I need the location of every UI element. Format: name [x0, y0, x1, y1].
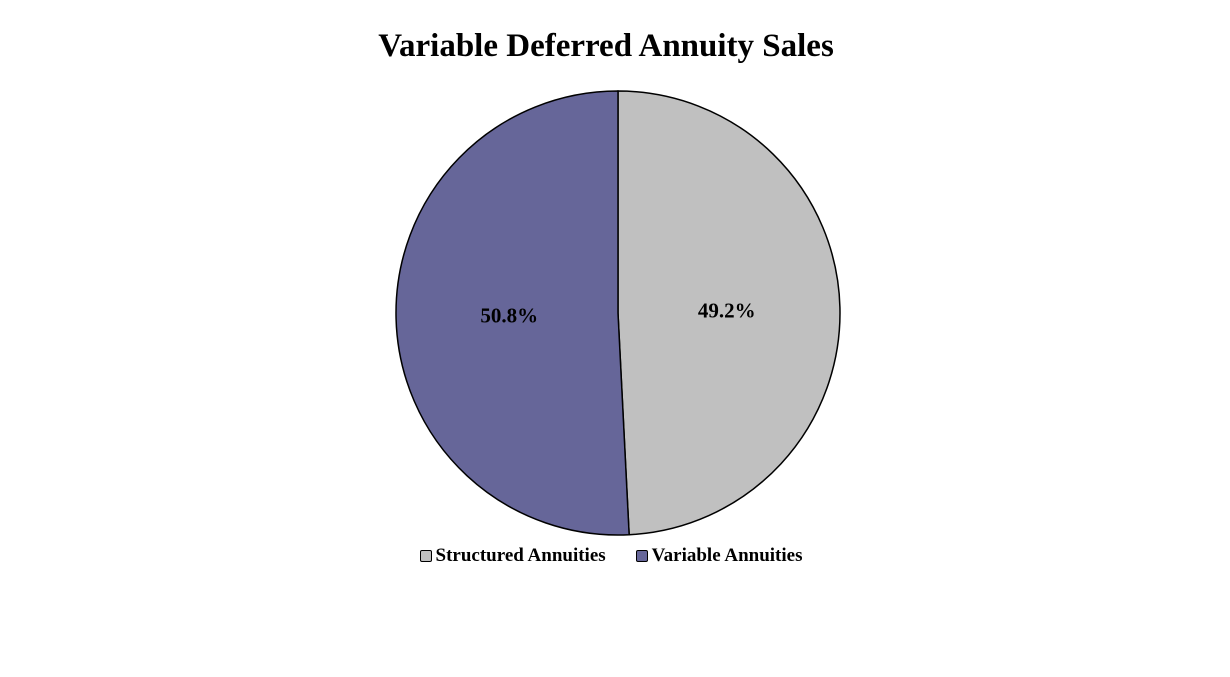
pie-slice-variable-annuities: [395, 90, 630, 536]
legend-label-variable-annuities: Variable Annuities: [651, 545, 803, 566]
legend-swatch-structured-annuities: [419, 550, 432, 562]
legend-item-structured-annuities: Structured Annuities: [419, 545, 606, 567]
pie-slice-structured-annuities: [617, 90, 841, 536]
legend-swatch-variable-annuities: [635, 550, 648, 562]
slice-label-structured-annuities: 49.2%: [698, 298, 756, 322]
legend-item-variable-annuities: Variable Annuities: [635, 545, 803, 567]
legend: Structured Annuities Variable Annuities: [0, 545, 1222, 567]
legend-label-structured-annuities: Structured Annuities: [435, 545, 606, 566]
chart-title: Variable Deferred Annuity Sales: [378, 28, 834, 64]
slice-label-variable-annuities: 50.8%: [480, 304, 538, 328]
